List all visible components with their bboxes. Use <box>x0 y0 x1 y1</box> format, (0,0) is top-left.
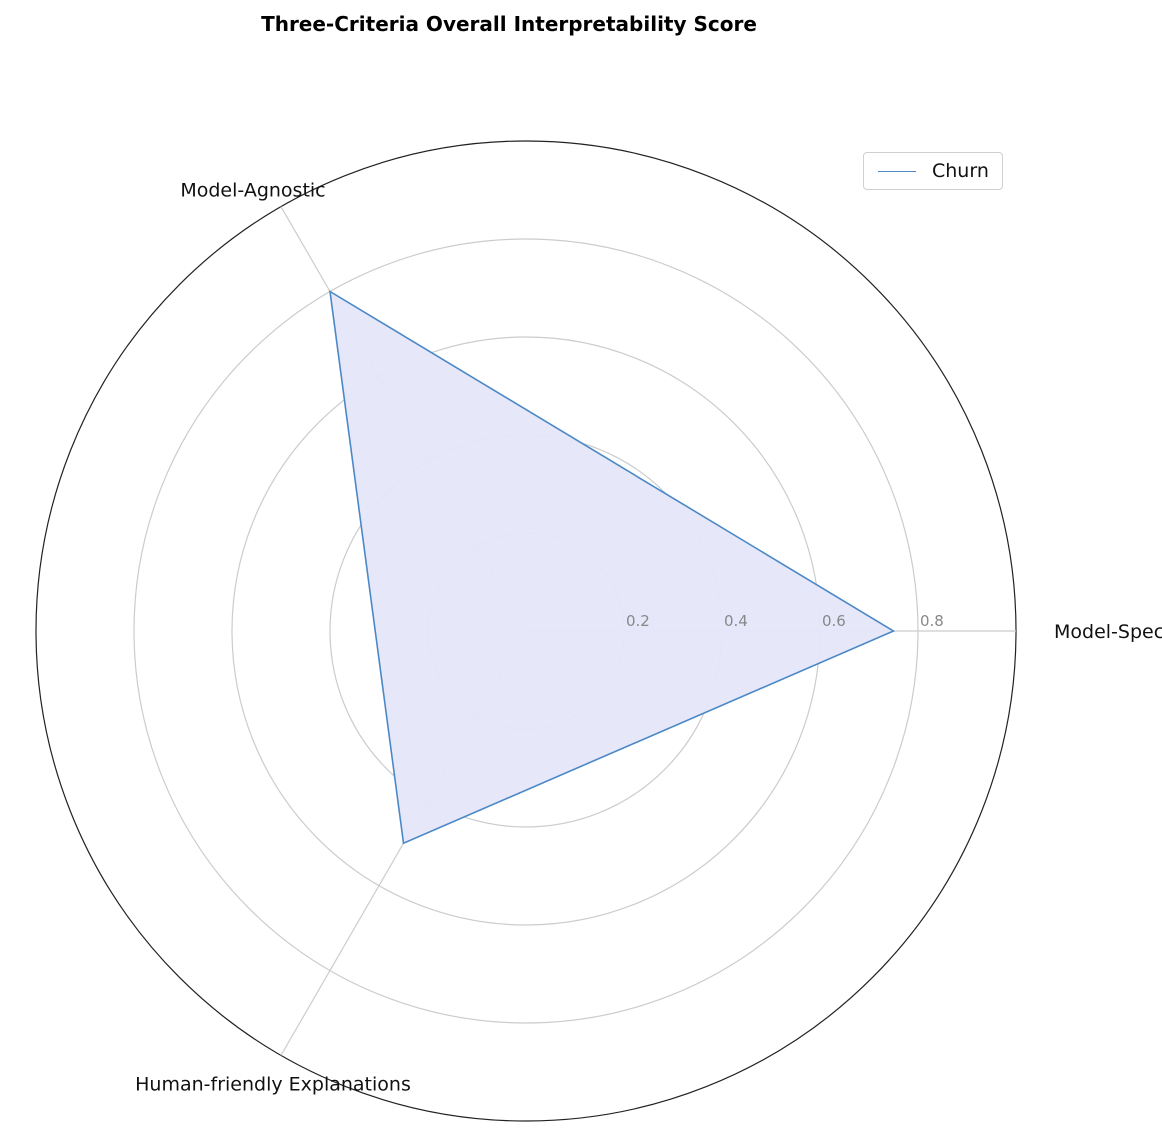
legend-label-churn: Churn <box>932 160 989 182</box>
chart-title: Three-Criteria Overall Interpretability … <box>261 12 757 36</box>
radial-tick-1: 0.4 <box>724 612 748 630</box>
series-layer <box>328 289 896 845</box>
legend-swatch-churn <box>878 171 916 172</box>
series-polygon-churn <box>328 289 896 845</box>
axis-label-2: Human-friendly Explanations <box>135 1073 411 1095</box>
axis-label-0: Model-Specific <box>1054 621 1162 643</box>
legend: Churn <box>863 152 1003 190</box>
radial-tick-0: 0.2 <box>626 612 650 630</box>
radial-tick-2: 0.6 <box>822 612 846 630</box>
label-layer: 0.2 0.4 0.6 0.8 Model-Specific Model-Agnostic… <box>135 180 1162 1096</box>
radial-tick-3: 0.8 <box>920 612 944 630</box>
axis-label-1: Model-Agnostic <box>180 180 325 202</box>
